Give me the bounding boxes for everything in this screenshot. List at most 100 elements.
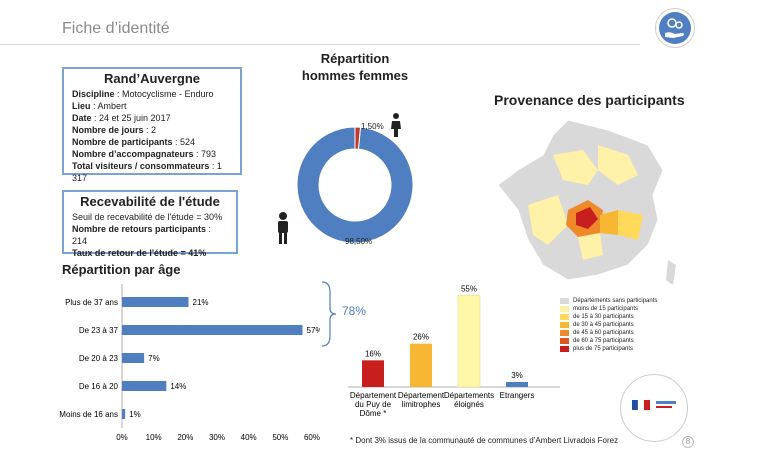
identity-row: Nombre d’accompagnateurs : 793 — [72, 148, 232, 160]
legend-item: de 60 à 75 participants — [560, 338, 657, 344]
origin-category-label: Départements — [444, 391, 494, 400]
origin-category-label: éloignés — [454, 400, 484, 409]
origin-bar — [362, 360, 384, 387]
donut-slice-femmes — [354, 126, 362, 150]
gender-donut-chart — [296, 126, 414, 244]
age-x-tick: 0% — [116, 433, 128, 442]
identity-row-value: : Motocyclisme - Enduro — [114, 89, 214, 99]
legend-swatch — [560, 298, 569, 304]
age-x-tick: 10% — [146, 433, 162, 442]
identity-row: Nombre de jours : 2 — [72, 124, 232, 136]
recevabilite-line2: Nombre de retours participants : 214 — [72, 223, 228, 247]
legend-swatch — [560, 322, 569, 328]
identity-row-value: : 1 317 — [72, 161, 222, 183]
donut-slice-hommes — [296, 126, 414, 244]
age-bar-chart: Plus de 37 ans 21% De 23 à 37 57% De 20 à 23… — [59, 284, 321, 442]
gender-title: Répartition hommes femmes — [295, 50, 415, 84]
recevabilite-line2-label: Nombre de retours participants — [72, 224, 207, 234]
origin-value-label: 55% — [461, 284, 477, 293]
map-title: Provenance des participants — [494, 92, 685, 108]
map-legend: Départements sans participants moins de 1… — [560, 298, 657, 354]
legend-label: plus de 75 participants — [573, 346, 634, 352]
age-bracket-label: 78% — [342, 304, 367, 318]
identity-row: Discipline : Motocyclisme - Enduro — [72, 88, 232, 100]
recevabilite-box: Recevabilité de l'étude Seuil de recevab… — [62, 190, 238, 258]
government-logo-icon — [632, 399, 676, 411]
age-title: Répartition par âge — [62, 262, 181, 277]
identity-row-value: : Ambert — [90, 101, 127, 111]
legend-item: de 30 à 45 participants — [560, 322, 657, 328]
origin-category-label: Dôme * — [360, 409, 387, 418]
partner-logo — [620, 374, 688, 442]
identity-row: Total visiteurs / consommateurs : 1 317 — [72, 160, 232, 184]
identity-row-label: Nombre d’accompagnateurs — [72, 149, 194, 159]
legend-label: de 60 à 75 participants — [573, 338, 634, 344]
identity-rows: Discipline : Motocyclisme - Enduro Lieu :… — [72, 88, 232, 184]
footnote: * Dont 3% issus de la communauté de comm… — [350, 436, 619, 445]
identity-row: Date : 24 et 25 juin 2017 — [72, 112, 232, 124]
legend-item: moins de 15 participants — [560, 306, 657, 312]
origin-value-label: 16% — [365, 349, 381, 358]
hand-coins-icon — [659, 12, 691, 44]
age-bar — [122, 325, 303, 335]
origin-bar — [506, 382, 528, 387]
recevabilite-line2-value: : 214 — [72, 224, 212, 246]
legend-item: Départements sans participants — [560, 298, 657, 304]
age-x-tick: 20% — [177, 433, 193, 442]
legend-swatch — [560, 338, 569, 344]
age-bar — [122, 409, 126, 419]
identity-row-label: Discipline — [72, 89, 115, 99]
recevabilite-line3-text: Taux de retour de l'étude = 41% — [72, 248, 207, 258]
legend-item: de 15 à 30 participants — [560, 314, 657, 320]
identity-row-label: Lieu — [72, 101, 91, 111]
identity-row-label: Nombre de participants — [72, 137, 173, 147]
title-rule — [0, 44, 640, 45]
legend-label: de 45 à 60 participants — [573, 330, 634, 336]
age-x-tick: 50% — [272, 433, 288, 442]
origin-value-label: 26% — [413, 333, 429, 342]
age-category-label: Plus de 37 ans — [65, 298, 118, 307]
identity-row-value: : 2 — [143, 125, 157, 135]
gender-title-line2: hommes femmes — [301, 68, 409, 83]
legend-label: Départements sans participants — [573, 298, 658, 304]
age-value-label: 14% — [170, 382, 186, 391]
identity-row-value: : 524 — [172, 137, 196, 147]
gender-title-line1: Répartition — [320, 51, 390, 66]
age-category-label: De 23 à 37 — [79, 326, 119, 335]
legend-label: de 15 à 30 participants — [573, 314, 634, 320]
identity-row-label: Total visiteurs / consommateurs — [72, 161, 210, 171]
age-bar — [122, 353, 145, 363]
age-value-label: 7% — [148, 354, 160, 363]
identity-title: Rand’Auvergne — [103, 71, 201, 86]
man-icon — [278, 212, 288, 244]
legend-label: moins de 15 participants — [573, 306, 639, 312]
identity-row-value: : 24 et 25 juin 2017 — [91, 113, 171, 123]
identity-row-label: Date — [72, 113, 92, 123]
origin-category-label: Département — [398, 391, 445, 400]
page-title: Fiche d’identité — [62, 20, 170, 37]
age-category-label: De 20 à 23 — [79, 354, 119, 363]
age-bar — [122, 381, 167, 391]
origin-value-label: 3% — [511, 371, 523, 380]
age-x-tick: 40% — [241, 433, 257, 442]
women-pct-label: 1,50% — [361, 122, 384, 131]
age-category-label: Moins de 16 ans — [59, 410, 118, 419]
age-x-tick: 30% — [209, 433, 225, 442]
identity-box: Rand’Auvergne Discipline : Motocyclisme … — [62, 67, 242, 183]
legend-item: de 45 à 60 participants — [560, 330, 657, 336]
legend-label: de 30 à 45 participants — [573, 322, 634, 328]
men-pct-label: 98,50% — [345, 237, 373, 246]
origin-bar — [410, 343, 432, 387]
identity-row: Nombre de participants : 524 — [72, 136, 232, 148]
emblem-logo — [655, 8, 695, 48]
legend-swatch — [560, 346, 569, 352]
legend-swatch — [560, 314, 569, 320]
age-bracket — [321, 281, 337, 347]
legend-swatch — [560, 306, 569, 312]
recevabilite-line3: Taux de retour de l'étude = 41% — [72, 247, 228, 259]
page-number: 8 — [682, 436, 694, 448]
age-category-label: De 16 à 20 — [79, 382, 119, 391]
identity-row-label: Nombre de jours — [72, 125, 144, 135]
age-value-label: 57% — [307, 326, 321, 335]
